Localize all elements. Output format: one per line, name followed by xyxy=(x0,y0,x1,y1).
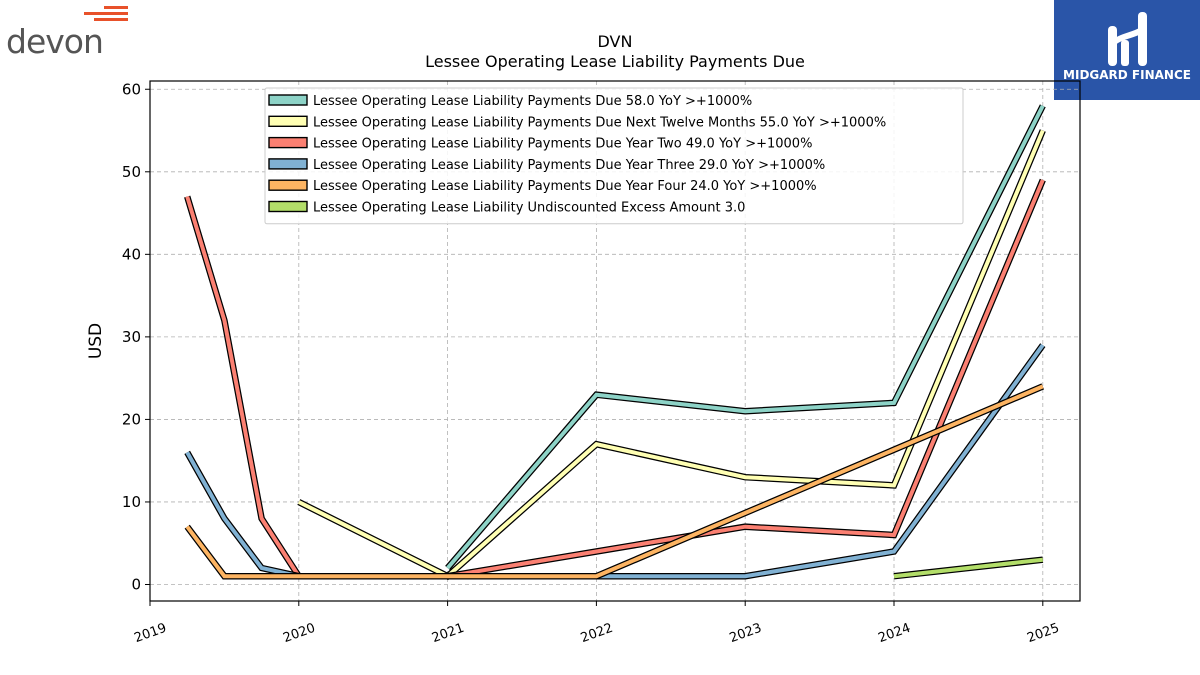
y-tick-label: 60 xyxy=(122,80,141,98)
legend-entry-1: Lessee Operating Lease Liability Payment… xyxy=(313,94,752,109)
y-tick-label: 10 xyxy=(122,493,141,511)
chart-subtitle: Lessee Operating Lease Liability Payment… xyxy=(425,52,805,71)
chart-title: DVN xyxy=(597,32,633,51)
y-tick-label: 50 xyxy=(122,163,141,181)
y-tick-label: 30 xyxy=(122,328,141,346)
plot-frame xyxy=(149,80,1081,602)
x-tick-label: 2023 xyxy=(728,621,764,646)
series-line-2 xyxy=(297,129,1045,579)
series-outline-3 xyxy=(184,178,1046,580)
legend-swatch-4 xyxy=(268,158,308,170)
x-tick-label: 2024 xyxy=(876,621,912,646)
devon-logo: devon xyxy=(4,4,128,61)
legend-swatch-5 xyxy=(268,179,308,191)
series-line-6 xyxy=(893,557,1044,579)
y-axis-label: USD xyxy=(86,323,106,359)
midgard-finance-logo: MIDGARD FINANCE xyxy=(1054,0,1200,100)
legend-swatch-1 xyxy=(268,94,308,106)
x-tick-label: 2021 xyxy=(430,621,466,646)
series-line-5 xyxy=(185,384,1044,579)
devon-logo-mark xyxy=(82,6,128,26)
x-tick-label: 2022 xyxy=(579,621,615,646)
legend-entry-4: Lessee Operating Lease Liability Payment… xyxy=(313,158,825,173)
y-tick-label: 40 xyxy=(122,245,141,263)
legend-entry-5: Lessee Operating Lease Liability Payment… xyxy=(313,179,817,194)
devon-logo-text: devon xyxy=(6,22,104,61)
legend-swatch-2 xyxy=(268,115,308,128)
series-line-1 xyxy=(446,104,1045,570)
legend-swatch-3 xyxy=(268,136,308,149)
legend-entry-6: Lessee Operating Lease Liability Undisco… xyxy=(313,201,745,216)
x-tick-label: 2020 xyxy=(281,621,317,646)
legend-entry-3: Lessee Operating Lease Liability Payment… xyxy=(313,137,812,152)
midgard-logo-mark xyxy=(1108,12,1147,66)
legend-box xyxy=(264,87,964,225)
legend-swatch-6 xyxy=(268,200,308,213)
x-tick-label: 2025 xyxy=(1025,621,1061,646)
series-line-4 xyxy=(185,343,1045,579)
midgard-logo-text: MIDGARD FINANCE xyxy=(1063,68,1191,82)
x-tick-label: 2019 xyxy=(132,621,168,646)
y-tick-label: 0 xyxy=(131,575,141,593)
series-line-3 xyxy=(185,179,1045,579)
y-tick-label: 20 xyxy=(122,410,141,428)
legend-entry-2: Lessee Operating Lease Liability Payment… xyxy=(313,115,886,130)
series-outline-4 xyxy=(184,343,1046,580)
